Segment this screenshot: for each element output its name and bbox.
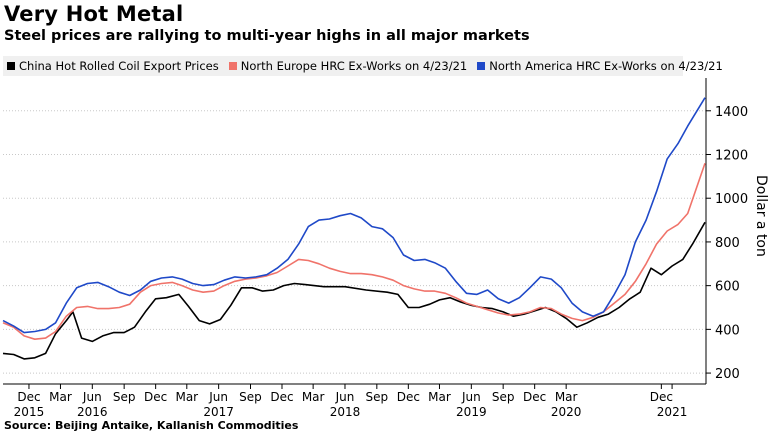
y-tick-label: 400 xyxy=(715,323,740,338)
x-tick-label-year: 2019 xyxy=(456,405,487,419)
x-tick-label-month: Jun xyxy=(208,390,228,404)
x-tick-label-month: Sep xyxy=(366,390,389,404)
y-tick-label: 1400 xyxy=(715,105,748,120)
x-tick-label-year: 2021 xyxy=(657,405,688,419)
series-line-america xyxy=(2,97,706,334)
chart-subtitle: Steel prices are rallying to multi-year … xyxy=(4,28,530,44)
legend-label-europe: North Europe HRC Ex-Works on 4/23/21 xyxy=(240,59,468,73)
y-tick-label: 200 xyxy=(715,367,740,382)
legend-swatch-america xyxy=(477,62,486,70)
legend-item-europe: North Europe HRC Ex-Works on 4/23/21 xyxy=(228,59,468,73)
x-tick-label-month: Mar xyxy=(302,390,325,404)
x-tick-label-month: Mar xyxy=(49,390,72,404)
y-axis-title: Dollar a ton xyxy=(753,175,769,257)
x-tick-label-month: Jun xyxy=(461,390,481,404)
x-tick-label-month: Dec xyxy=(650,390,673,404)
x-tick-label-month: Jun xyxy=(335,390,355,404)
legend-label-china: China Hot Rolled Coil Export Prices xyxy=(19,59,219,73)
x-tick-label-month: Dec xyxy=(144,390,167,404)
x-tick-label-month: Dec xyxy=(523,390,546,404)
series-line-china xyxy=(2,221,706,360)
x-tick-label-month: Sep xyxy=(239,390,262,404)
legend-label-america: North America HRC Ex-Works on 4/23/21 xyxy=(489,59,723,73)
y-tick-label: 600 xyxy=(715,280,740,295)
x-tick-label-month: Mar xyxy=(175,390,198,404)
chart-legend: China Hot Rolled Coil Export Prices Nort… xyxy=(3,56,723,76)
x-tick-label-year: 2018 xyxy=(330,405,361,419)
y-tick-label: 800 xyxy=(715,236,740,251)
legend-item-america: North America HRC Ex-Works on 4/23/21 xyxy=(477,59,723,73)
x-tick-label-month: Dec xyxy=(17,390,40,404)
x-tick-label-month: Mar xyxy=(428,390,451,404)
y-tick-label: 1200 xyxy=(715,149,748,164)
x-tick-label-month: Sep xyxy=(113,390,136,404)
x-tick-label-month: Sep xyxy=(492,390,515,404)
legend-swatch-china xyxy=(7,62,15,70)
chart-source: Source: Beijing Antaike, Kallanish Commo… xyxy=(4,419,299,432)
x-tick-label-year: 2017 xyxy=(203,405,234,419)
x-tick-label-month: Mar xyxy=(555,390,578,404)
x-tick-label-year: 2015 xyxy=(14,405,45,419)
x-tick-label-year: 2016 xyxy=(77,405,108,419)
x-tick-label-month: Jun xyxy=(82,390,102,404)
x-tick-label-month: Dec xyxy=(397,390,420,404)
legend-swatch-europe xyxy=(228,62,237,70)
legend-item-china: China Hot Rolled Coil Export Prices xyxy=(7,59,219,73)
x-tick-label-month: Dec xyxy=(270,390,293,404)
x-tick-label-year: 2020 xyxy=(551,405,582,419)
y-tick-label: 1000 xyxy=(715,192,748,207)
chart-title: Very Hot Metal xyxy=(4,2,184,26)
series-line-europe xyxy=(2,162,706,340)
